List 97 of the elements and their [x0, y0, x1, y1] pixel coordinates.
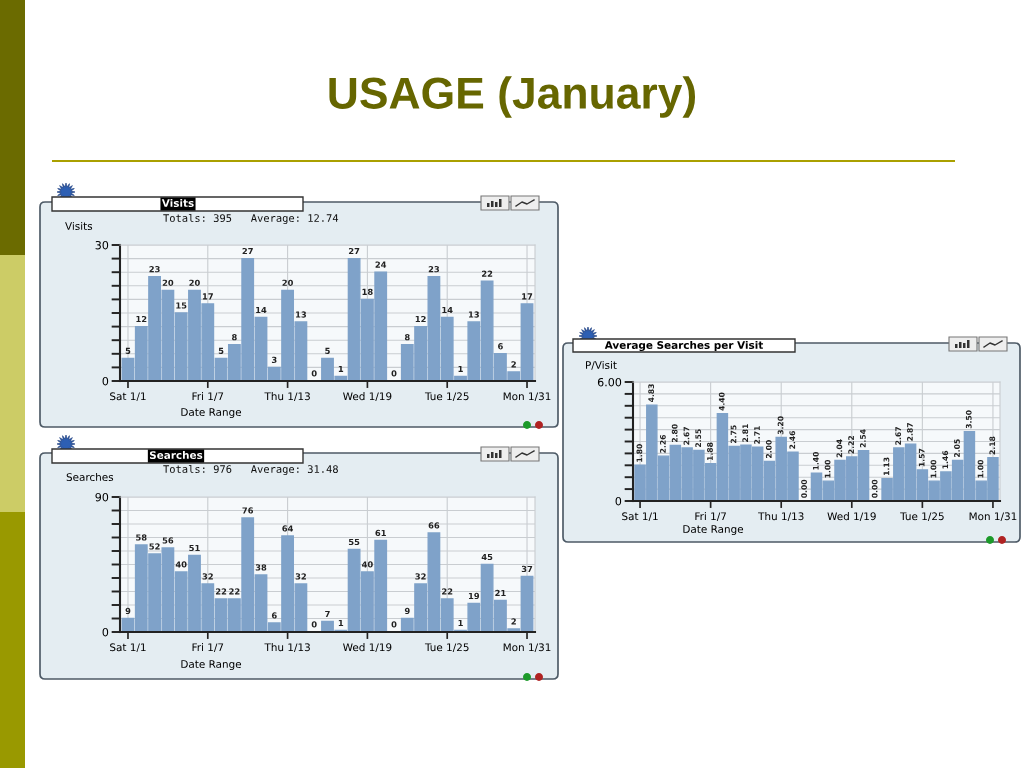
x-tick-label: Mon 1/31 [969, 512, 1017, 521]
data-label: 61 [375, 529, 386, 537]
data-label: 13 [468, 311, 479, 318]
x-tick-label: Fri 1/7 [192, 643, 224, 652]
data-label: 0 [391, 370, 397, 377]
x-tick-label: Wed 1/19 [343, 643, 392, 652]
data-label: 9 [125, 607, 131, 615]
data-label: 1 [458, 365, 463, 372]
data-label: 2 [511, 361, 516, 368]
data-label: 0 [391, 621, 397, 628]
y-tick-label: 90 [95, 492, 109, 502]
x-tick-label: Sat 1/1 [110, 643, 146, 652]
data-label: 21 [495, 589, 506, 596]
x-tick-label: Thu 1/13 [264, 643, 310, 652]
data-label: 19 [468, 592, 480, 600]
data-label: 6 [498, 343, 503, 350]
data-label: 9 [404, 607, 410, 615]
data-label: 45 [481, 553, 493, 561]
data-label: 14 [442, 306, 453, 314]
chart-title: Visits [161, 198, 194, 208]
x-tick-label: Wed 1/19 [827, 512, 876, 521]
data-label: 8 [404, 334, 410, 341]
data-label: 1 [458, 619, 463, 626]
data-label: 22 [229, 588, 240, 595]
y-tick-label: 0 [102, 627, 109, 637]
data-label: 27 [348, 247, 360, 255]
data-label: 38 [255, 564, 267, 571]
x-tick-label: Fri 1/7 [695, 512, 726, 521]
data-label: 15 [176, 302, 187, 309]
data-label: 23 [428, 266, 440, 273]
y-tick-label: 30 [95, 240, 109, 250]
data-label: 17 [522, 293, 533, 300]
x-tick-label: Sat 1/1 [622, 512, 658, 521]
data-label: 76 [242, 507, 254, 514]
data-label: 40 [175, 561, 187, 568]
y-axis-title: Searches [66, 472, 114, 482]
x-tick-label: Thu 1/13 [758, 512, 804, 521]
data-label: 32 [415, 573, 426, 580]
data-label: 12 [415, 315, 426, 323]
data-label: 18 [362, 288, 373, 296]
x-tick-label: Mon 1/31 [503, 643, 551, 652]
data-label: 40 [361, 561, 373, 568]
data-label: 20 [162, 279, 174, 286]
data-label: 0 [311, 370, 317, 377]
x-axis-title: Date Range [181, 660, 242, 671]
data-label: 56 [162, 537, 174, 544]
data-label: 23 [149, 266, 160, 273]
text: USAGE (January) [329, 76, 696, 118]
data-label: 24 [375, 261, 387, 268]
x-tick-label: Wed 1/19 [343, 392, 392, 401]
data-label: 5 [325, 347, 330, 354]
x-tick-label: Fri 1/7 [192, 392, 224, 401]
chart-subtitle: Totals: 395 Average: 12.74 [163, 213, 339, 225]
data-label: 55 [348, 538, 360, 546]
x-tick-label: Tue 1/25 [900, 512, 944, 521]
data-label: 6 [271, 612, 277, 619]
data-label: 2 [511, 618, 516, 625]
chart-subtitle: Totals: 976 Average: 31.48 [163, 464, 338, 476]
data-label: 0 [311, 621, 317, 628]
data-label: 5 [218, 347, 224, 354]
data-label: 13 [296, 311, 307, 318]
data-label: 20 [282, 279, 293, 286]
data-label: 8 [232, 334, 237, 341]
data-label: 58 [136, 534, 147, 541]
data-label: 27 [242, 247, 253, 255]
x-tick-label: Sat 1/1 [110, 392, 146, 401]
chart-title: Average Searches per Visit [604, 340, 764, 352]
data-label: 51 [189, 544, 200, 552]
data-label: 37 [521, 565, 533, 573]
data-label: 1 [338, 365, 344, 372]
data-label: 66 [428, 522, 440, 529]
data-label: 17 [202, 293, 213, 300]
data-label: 52 [149, 543, 160, 550]
x-axis-title: Date Range [181, 408, 242, 419]
chart-title: Searches [149, 450, 203, 460]
data-label: 1 [338, 619, 344, 626]
y-tick-label: 0 [102, 376, 109, 386]
data-label: 14 [256, 306, 267, 314]
data-label: 32 [202, 573, 213, 580]
data-label: 5 [125, 347, 131, 354]
y-tick-label: 6.00 [597, 377, 622, 387]
data-label: 20 [189, 279, 200, 286]
data-label: 64 [282, 525, 294, 532]
x-tick-label: Tue 1/25 [424, 643, 469, 652]
data-label: 22 [442, 588, 453, 595]
x-tick-label: Tue 1/25 [424, 392, 469, 401]
y-axis-title: Visits [65, 221, 93, 231]
y-axis-title: P/Visit [586, 360, 617, 370]
data-label: 32 [295, 573, 306, 580]
data-label: 12 [136, 315, 147, 323]
data-label: 22 [215, 588, 227, 595]
x-tick-label: Mon 1/31 [503, 392, 551, 401]
x-axis-title: Date Range [683, 525, 744, 536]
data-label: 3 [271, 356, 277, 364]
x-tick-label: Thu 1/13 [264, 392, 310, 401]
data-label: 22 [481, 270, 493, 277]
data-label: 7 [325, 610, 330, 617]
